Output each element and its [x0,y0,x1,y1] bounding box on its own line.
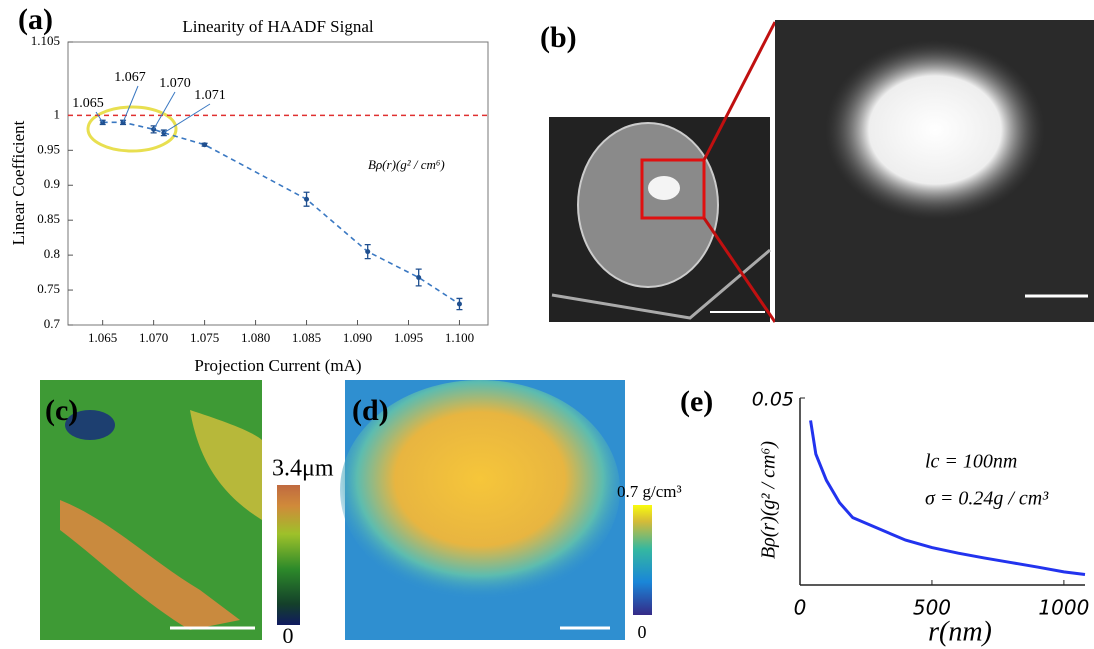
ridge [190,410,262,520]
colorbar-max: 3.4μm [272,456,334,482]
plot-frame [67,41,489,326]
curve [809,420,1086,577]
data-point [304,196,310,202]
colorbar-min: 0 [283,623,294,648]
data-point [202,142,208,148]
x-axis-label: Projection Current (mA) [194,356,361,375]
panel-label: (a) [18,3,53,36]
x-tick-label: 1000 [1038,596,1089,620]
bright-spot [648,176,680,200]
ridge [60,500,240,630]
annotation: 1.071 [194,88,226,103]
colorbar [277,485,300,625]
data-point [416,274,422,280]
data-point [365,249,371,255]
chart-title: Linearity of HAADF Signal [182,17,374,36]
annotation: lc = 100nm [925,451,1017,473]
y-tick-label: 0.95 [37,141,60,156]
y-axis-label: Linear Coefficient [9,120,28,245]
y-tick-label: 0.9 [44,176,60,191]
x-tick-label: 1.075 [190,330,219,345]
zoom-box [640,158,706,220]
x-tick-label: 0 [794,596,807,620]
highlight-ellipse [86,105,178,153]
valley [65,410,115,440]
x-tick-label: 500 [913,596,951,620]
x-tick-label: 1.100 [445,330,474,345]
colorbar-max: 0.7 g/cm³ [617,482,682,501]
y-tick-label: 0.8 [44,246,60,261]
y-tick-label: 1 [54,106,61,121]
annotation: Bρ(r)(g² / cm⁶) [368,157,445,172]
dense-region [340,380,620,600]
y-tick-label: 1.105 [31,33,60,48]
callout-line [95,111,104,123]
particle [577,122,719,288]
annotation: 1.065 [72,96,104,111]
trend-line [102,121,460,305]
x-tick-label: 1.090 [343,330,372,345]
y-tick-label: 0.85 [37,211,60,226]
x-tick-label: 1.065 [88,330,117,345]
panel-label: (e) [680,385,713,418]
annotation: σ = 0.24g / cm³ [925,488,1049,510]
callout-line [122,85,139,123]
substrate-edge [551,248,771,320]
y-tick-label: 0.05 [752,389,794,411]
callout-line [163,103,211,134]
zoom-line [702,21,777,161]
callout-line [153,91,176,130]
colorbar-min: 0 [638,622,647,642]
colorbar [633,505,652,615]
y-tick-label: 0.75 [37,281,60,296]
annotation: 1.067 [114,70,146,85]
data-point [456,301,462,307]
x-tick-label: 1.070 [139,330,168,345]
panel-label: (b) [540,21,577,54]
panel-label: (d) [352,394,389,427]
x-tick-label: 1.095 [394,330,423,345]
y-tick-label: 0.7 [44,316,61,331]
x-axis-label: r(nm) [928,616,992,647]
bright-region [825,40,1045,220]
y-axis-label: Bρ(r)(g² / cm⁶) [758,441,780,559]
zoom-line [702,217,777,323]
annotation: 1.070 [159,76,191,91]
x-tick-label: 1.080 [241,330,270,345]
x-tick-label: 1.085 [292,330,321,345]
panel-label: (c) [45,394,78,427]
